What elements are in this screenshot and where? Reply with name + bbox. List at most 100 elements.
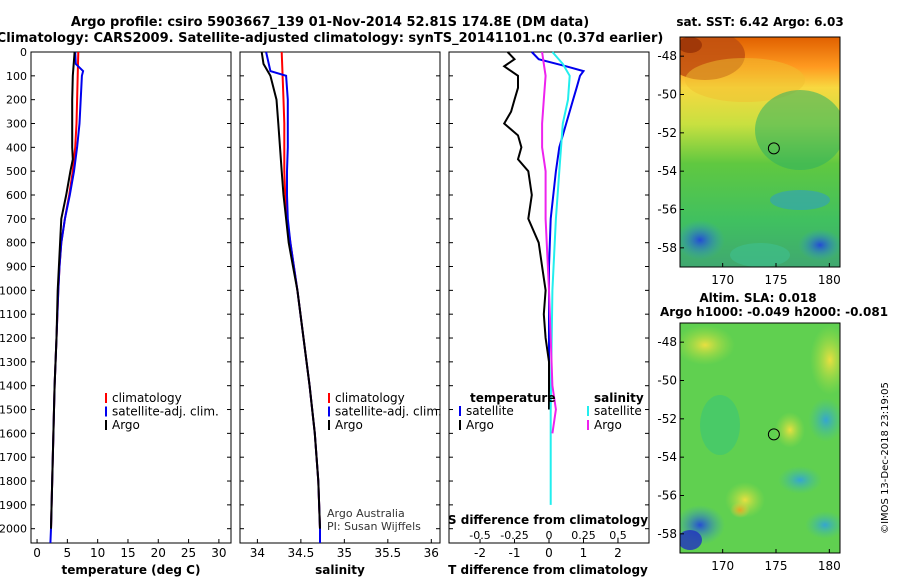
map-y-tick-label: -54 — [657, 164, 677, 178]
series-line-s-argo — [541, 51, 557, 434]
y-tick-label: 1500 — [0, 404, 27, 417]
series-line-argo — [50, 51, 76, 529]
timestamp-label: ©IMOS 13-Dec-2018 23:19:05 — [880, 382, 891, 534]
series-line-s-satellite — [549, 51, 571, 505]
sla-argo-marker — [767, 428, 780, 441]
x2-tick-label: -0.5 — [469, 529, 490, 542]
legend-label: Argo — [594, 418, 622, 432]
y-tick-label: 400 — [6, 141, 27, 154]
y-tick-label: 600 — [6, 189, 27, 202]
temperature-x-label: temperature (deg C) — [62, 563, 201, 577]
difference-panel: -2 -1 0 1 2 -0.5 -0.25 0 0.25 0.5 temperaturesat… — [448, 51, 650, 577]
y-tick-label: 800 — [6, 237, 27, 250]
x-tick-label: 30 — [211, 546, 226, 560]
x-tick-label: 34 — [250, 546, 265, 560]
x-tick-label: 10 — [90, 546, 105, 560]
x-tick-label: 35 — [337, 546, 352, 560]
sla-map-frame — [679, 322, 841, 554]
legend-label: Argo — [466, 418, 494, 432]
x-tick-label: 1 — [580, 546, 588, 560]
series-line-climatology — [50, 51, 80, 529]
series-line-t-argo — [502, 51, 550, 410]
y-tick-label: 2000 — [0, 523, 27, 536]
legend-label: satellite-adj. clim. — [112, 405, 219, 419]
sst-map-title: sat. SST: 6.42 Argo: 6.03 — [676, 15, 843, 29]
y-tick-label: 700 — [6, 213, 27, 226]
x-tick-label: 0 — [545, 546, 553, 560]
map-y-tick-label: -52 — [657, 126, 677, 140]
sla-map-image — [680, 323, 840, 553]
y-tick-label: 1800 — [0, 475, 27, 488]
title-line-1: Argo profile: csiro 5903667_139 01-Nov-2… — [71, 15, 589, 30]
map-y-tick-label: -54 — [657, 450, 677, 464]
map-y-tick-label: -58 — [657, 527, 677, 541]
x-tick-label: 34.5 — [288, 546, 315, 560]
x2-tick-label: 0.25 — [571, 529, 596, 542]
temperature-panel: 0100200300400500600700800900100011001200… — [0, 46, 232, 577]
x-tick-label: 36 — [424, 546, 439, 560]
series-line-t-satellite — [531, 51, 586, 410]
y-tick-label: 1100 — [0, 308, 27, 321]
map-y-tick-label: -48 — [657, 49, 677, 63]
x-tick-label: 25 — [181, 546, 196, 560]
x-tick-label: 20 — [151, 546, 166, 560]
map-y-tick-label: -48 — [657, 335, 677, 349]
y-tick-label: 1200 — [0, 332, 27, 345]
x2-tick-label: 0.5 — [609, 529, 627, 542]
map-x-tick-label: 175 — [765, 559, 788, 573]
y-tick-label: 300 — [6, 118, 27, 131]
series-line-argo — [260, 51, 321, 529]
pi-label: PI: Susan Wijffels — [327, 520, 421, 533]
legend-label: climatology — [112, 391, 182, 405]
legend-label: salinity — [594, 391, 644, 405]
map-x-tick-label: 170 — [711, 273, 734, 287]
y-tick-label: 500 — [6, 165, 27, 178]
legend-label: Argo — [335, 418, 363, 432]
map-x-tick-label: 180 — [818, 559, 841, 573]
sla-map-subtitle: Argo h1000: -0.049 h2000: -0.081 — [660, 305, 888, 319]
map-x-tick-label: 180 — [818, 273, 841, 287]
map-x-tick-label: 175 — [765, 273, 788, 287]
x-tick-label: -1 — [509, 546, 521, 560]
map-y-tick-label: -50 — [657, 88, 677, 102]
s-difference-label: S difference from climatology — [448, 513, 648, 527]
legend-label: satellite-adj. clim. — [335, 405, 442, 419]
map-y-tick-label: -52 — [657, 412, 677, 426]
x-tick-label: -2 — [474, 546, 486, 560]
title-line-2: Climatology: CARS2009. Satellite-adjuste… — [0, 31, 663, 46]
y-tick-label: 1300 — [0, 356, 27, 369]
x-tick-label: 2 — [614, 546, 622, 560]
x-tick-label: 5 — [64, 546, 72, 560]
y-tick-label: 100 — [6, 70, 27, 83]
series-line-satellite-adj-clim- — [265, 51, 321, 543]
y-tick-label: 1700 — [0, 451, 27, 464]
legend-label: satellite — [594, 404, 642, 418]
credit-label: Argo Australia — [327, 507, 405, 520]
y-tick-label: 0 — [20, 46, 27, 59]
x2-tick-label: 0 — [546, 529, 553, 542]
map-y-tick-label: -58 — [657, 241, 677, 255]
x-tick-label: 15 — [120, 546, 135, 560]
sla-map-panel: Altim. SLA: 0.018 Argo h1000: -0.049 h20… — [657, 291, 888, 573]
y-tick-label: 1600 — [0, 427, 27, 440]
legend-label: temperature — [470, 391, 555, 405]
series-line-satellite-adj-clim- — [49, 51, 85, 544]
sla-map-title: Altim. SLA: 0.018 — [699, 291, 816, 305]
sst-argo-marker — [767, 142, 780, 155]
y-tick-label: 1900 — [0, 499, 27, 512]
legend-label: climatology — [335, 391, 405, 405]
salinity-plot-frame — [239, 51, 441, 544]
legend-label: satellite — [466, 404, 514, 418]
y-tick-label: 200 — [6, 94, 27, 107]
sst-map-panel: sat. SST: 6.42 Argo: 6.03 170 175 180 -48 -5… — [657, 15, 843, 287]
x-tick-label: 35.5 — [374, 546, 401, 560]
map-y-tick-label: -56 — [657, 489, 677, 503]
x-tick-label: 0 — [33, 546, 41, 560]
y-tick-label: 900 — [6, 261, 27, 274]
salinity-x-label: salinity — [315, 563, 365, 577]
sst-map-image — [680, 37, 840, 267]
legend-label: Argo — [112, 418, 140, 432]
map-y-tick-label: -50 — [657, 374, 677, 388]
map-y-tick-label: -56 — [657, 203, 677, 217]
